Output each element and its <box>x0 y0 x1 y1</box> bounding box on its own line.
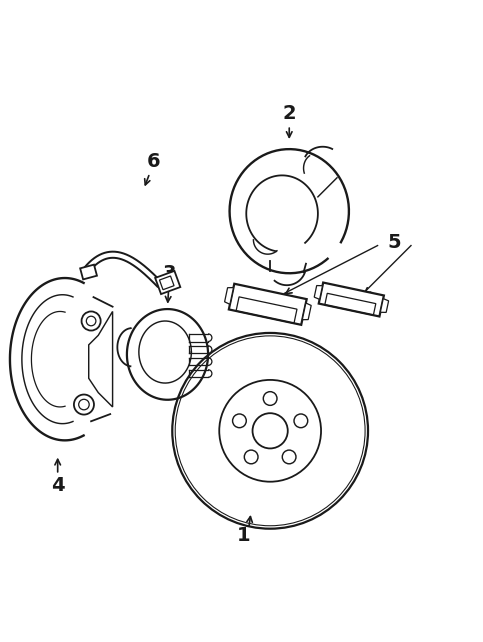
Text: 4: 4 <box>51 476 65 495</box>
Ellipse shape <box>79 399 89 410</box>
Ellipse shape <box>74 395 94 415</box>
Ellipse shape <box>82 311 100 331</box>
Polygon shape <box>155 271 180 294</box>
Ellipse shape <box>263 392 277 405</box>
Ellipse shape <box>294 414 308 428</box>
Text: 2: 2 <box>283 104 296 123</box>
Ellipse shape <box>219 380 321 482</box>
Text: 3: 3 <box>163 264 177 282</box>
Polygon shape <box>314 286 323 299</box>
Polygon shape <box>80 265 97 279</box>
Ellipse shape <box>253 413 288 448</box>
Ellipse shape <box>244 450 258 464</box>
Ellipse shape <box>172 333 368 529</box>
Polygon shape <box>89 311 113 407</box>
Polygon shape <box>229 284 307 325</box>
Polygon shape <box>380 299 389 313</box>
Ellipse shape <box>86 317 96 325</box>
Ellipse shape <box>233 414 246 428</box>
Ellipse shape <box>282 450 296 464</box>
Polygon shape <box>319 282 384 317</box>
Text: 6: 6 <box>146 152 160 171</box>
Polygon shape <box>302 303 311 320</box>
Text: 5: 5 <box>387 232 401 252</box>
Polygon shape <box>225 288 233 304</box>
Text: 1: 1 <box>237 526 251 545</box>
